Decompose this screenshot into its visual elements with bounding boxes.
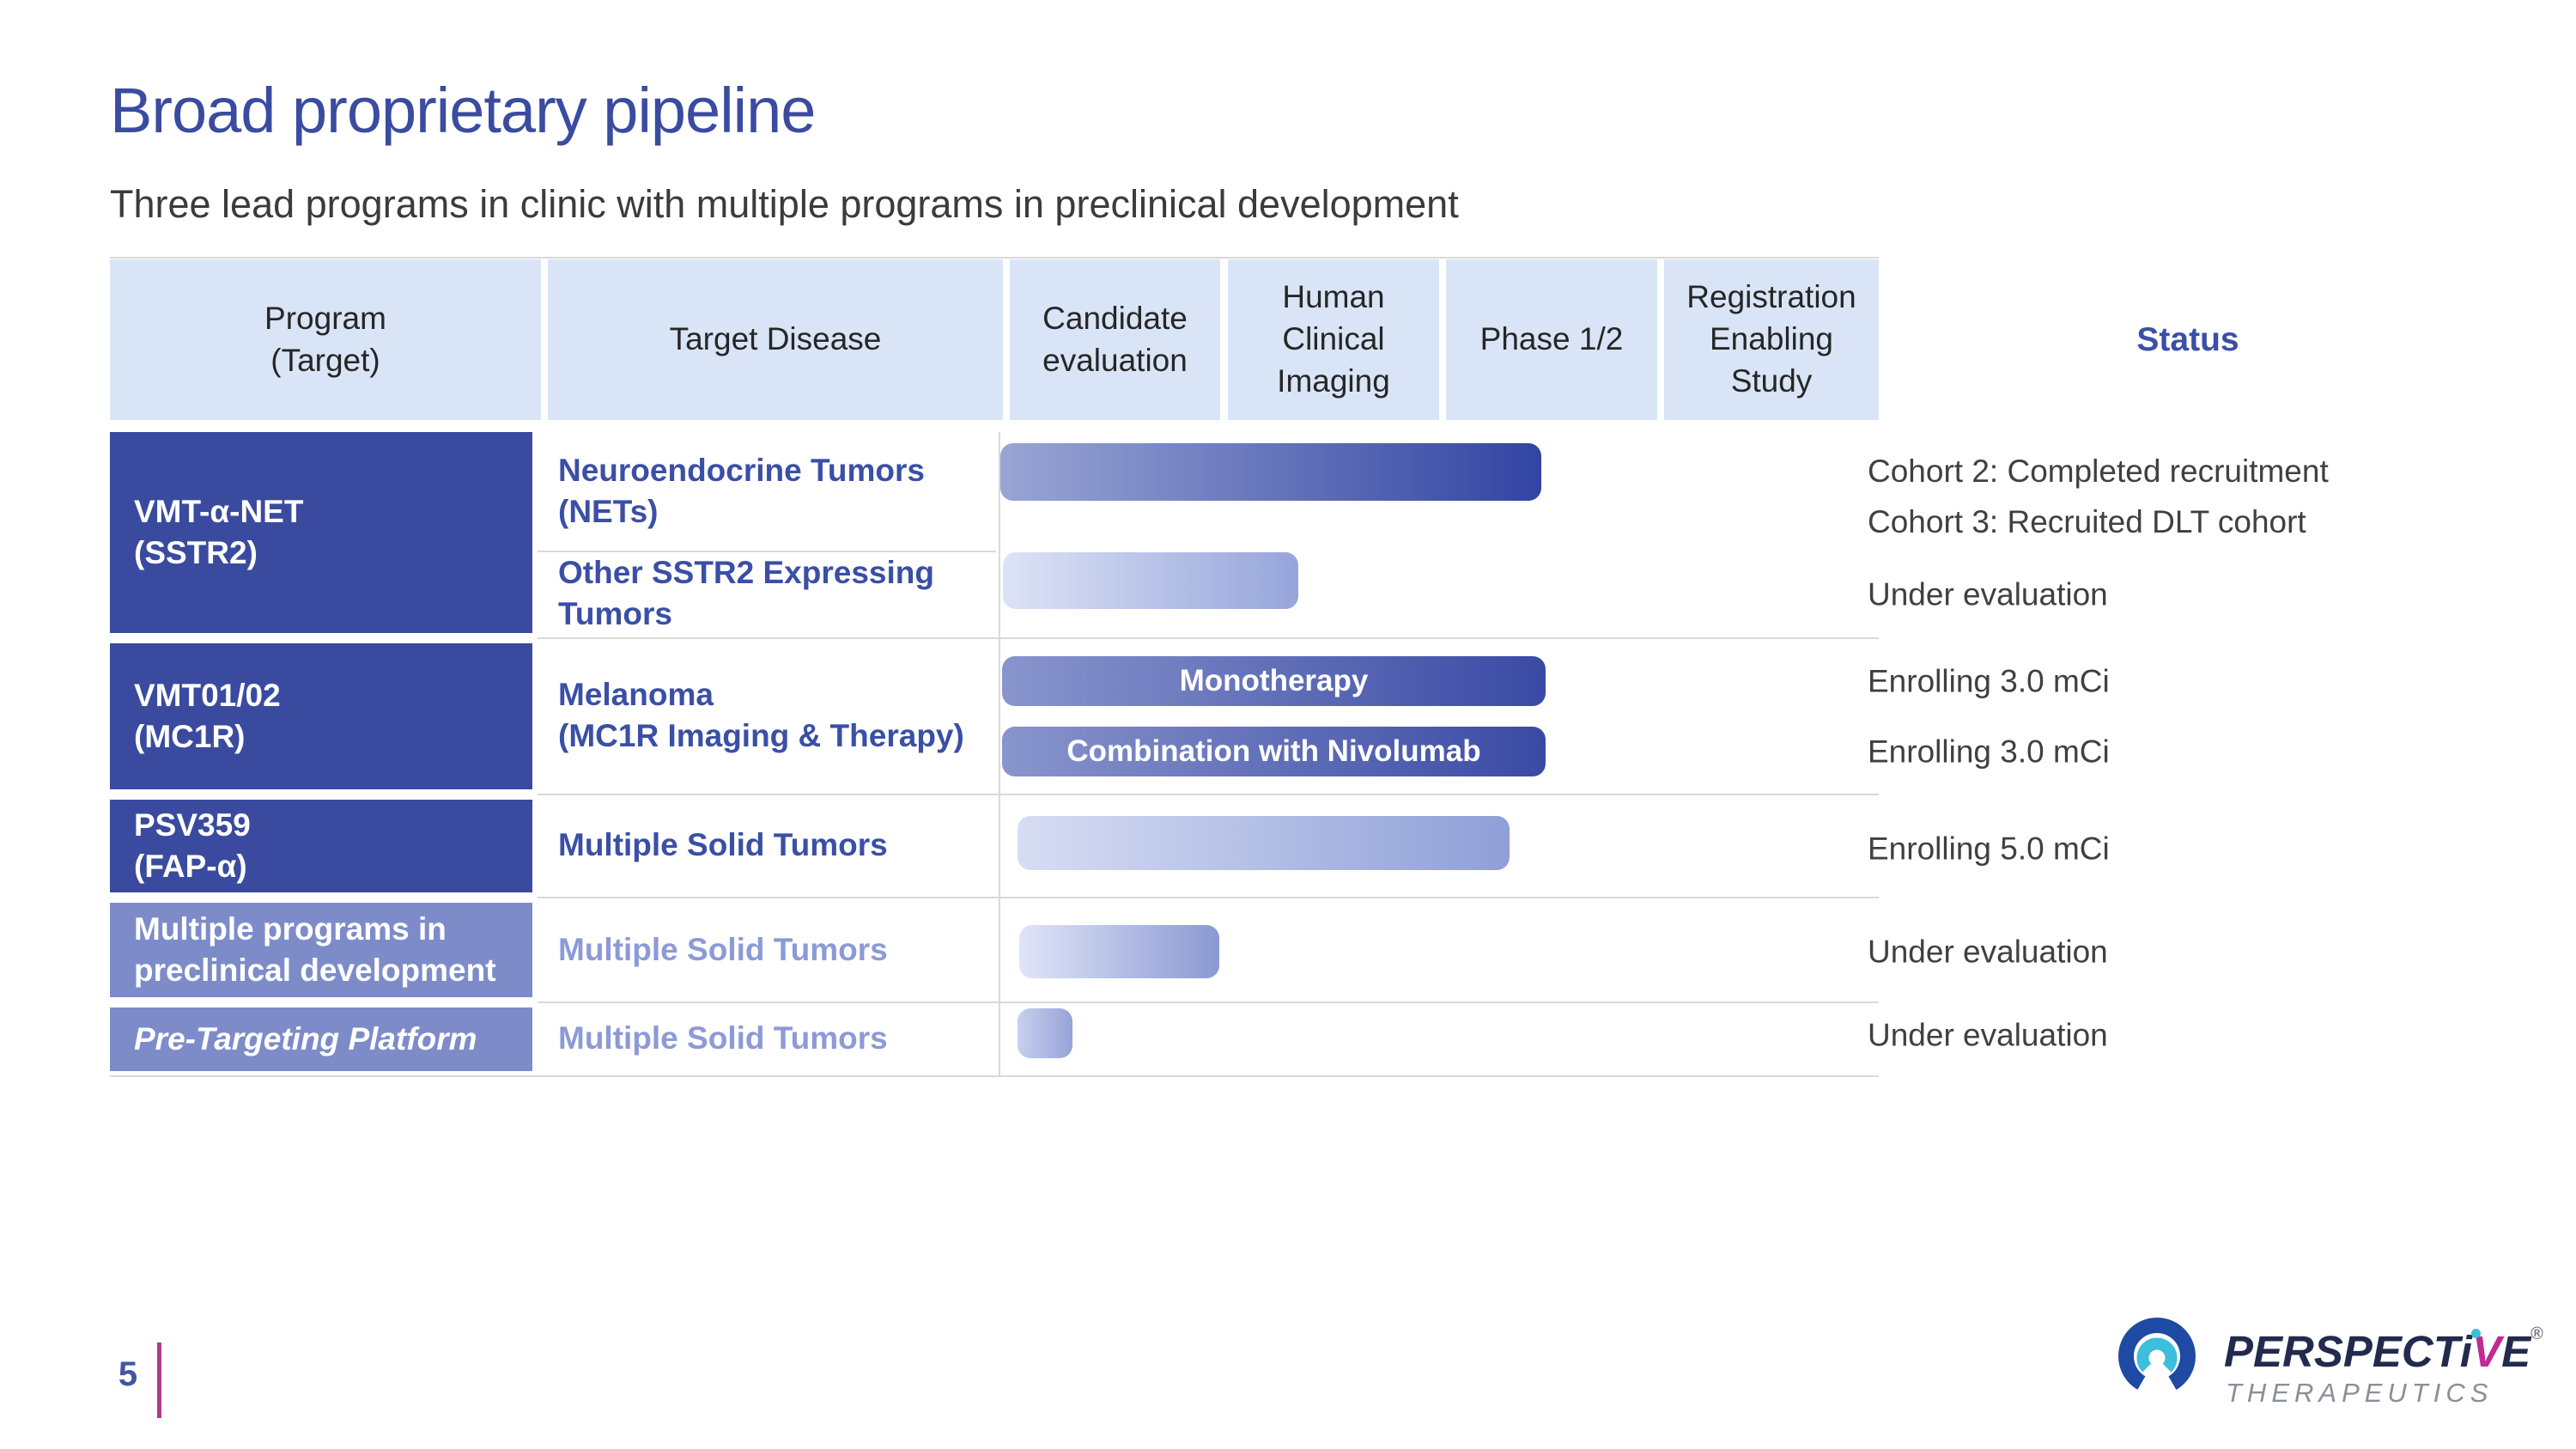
row-divider-line xyxy=(538,897,1879,898)
pipeline-bar-2: Monotherapy xyxy=(1002,656,1546,706)
pipeline-bar-3: Combination with Nivolumab xyxy=(1002,727,1546,776)
bar-label: Monotherapy xyxy=(1179,664,1369,697)
page-number: 5 xyxy=(118,1355,138,1393)
disease-cell-0: Neuroendocrine Tumors (NETs) xyxy=(558,452,925,529)
row-divider-line xyxy=(538,794,1879,795)
pipeline-bar-1 xyxy=(1003,552,1298,609)
program-cell-4: Pre-Targeting Platform xyxy=(110,1008,532,1071)
pipeline-bar-4 xyxy=(1018,816,1510,870)
disease-cell-5: Multiple Solid Tumors xyxy=(558,1020,888,1056)
row-divider-line xyxy=(538,551,996,552)
logo-text-i: i xyxy=(2459,1327,2473,1376)
pipeline-bar-0 xyxy=(1000,443,1541,501)
slide-title: Broad proprietary pipeline xyxy=(110,75,816,146)
disease-cell-2: Melanoma (MC1R Imaging & Therapy) xyxy=(558,676,964,753)
logo-i-dot xyxy=(2470,1329,2481,1338)
column-header-4: Phase 1/2 xyxy=(1446,259,1657,420)
disease-cell-1: Other SSTR2 Expressing Tumors xyxy=(558,554,934,631)
pipeline-bar-5 xyxy=(1019,925,1219,978)
column-divider-line xyxy=(999,432,1000,1075)
disease-cell-3: Multiple Solid Tumors xyxy=(558,826,888,862)
status-text-0: Cohort 2: Completed recruitment Cohort 3:… xyxy=(1868,453,2329,539)
slide-subtitle: Three lead programs in clinic with multi… xyxy=(110,182,1459,226)
column-header-1: Target Disease xyxy=(548,259,1003,420)
footer-divider-line xyxy=(157,1342,161,1418)
status-text-5: Under evaluation xyxy=(1868,934,2108,970)
status-text-6: Under evaluation xyxy=(1868,1017,2108,1053)
bar-label: Combination with Nivolumab xyxy=(1066,734,1481,768)
status-text-2: Enrolling 3.0 mCi xyxy=(1868,663,2110,699)
row-divider-line xyxy=(538,637,1879,639)
company-logo: PERSPECTi VE® THERAPEUTICS xyxy=(2111,1316,2543,1419)
logo-text-e: E xyxy=(2501,1327,2531,1376)
logo-text-main: PERSPECT xyxy=(2224,1327,2460,1376)
program-cell-1: VMT01/02 (MC1R) xyxy=(110,643,532,789)
column-header-5: Registration Enabling Study xyxy=(1664,259,1879,420)
row-divider-line xyxy=(110,1075,1879,1077)
logo-wordmark: PERSPECTi VE® xyxy=(2224,1324,2543,1377)
logo-subtext: THERAPEUTICS xyxy=(2226,1378,2494,1408)
logo-arc-icon xyxy=(2118,1318,2196,1395)
program-cell-2: PSV359 (FAP-α) xyxy=(110,800,532,892)
status-text-1: Under evaluation xyxy=(1868,576,2108,612)
status-text-4: Enrolling 5.0 mCi xyxy=(1868,831,2110,867)
registered-trademark-icon: ® xyxy=(2530,1324,2543,1343)
column-header-0: Program (Target) xyxy=(110,259,541,420)
row-divider-line xyxy=(538,1002,1879,1003)
pipeline-bar-6 xyxy=(1018,1008,1072,1058)
column-header-2: Candidate evaluation xyxy=(1010,259,1220,420)
row-divider-line xyxy=(110,257,1879,259)
column-header-3: Human Clinical Imaging xyxy=(1228,259,1439,420)
program-cell-3: Multiple programs in preclinical developm… xyxy=(110,903,532,997)
status-column-header: Status xyxy=(2136,320,2239,358)
program-cell-0: VMT-α-NET (SSTR2) xyxy=(110,432,532,633)
disease-cell-4: Multiple Solid Tumors xyxy=(558,931,888,967)
status-text-3: Enrolling 3.0 mCi xyxy=(1868,734,2110,770)
